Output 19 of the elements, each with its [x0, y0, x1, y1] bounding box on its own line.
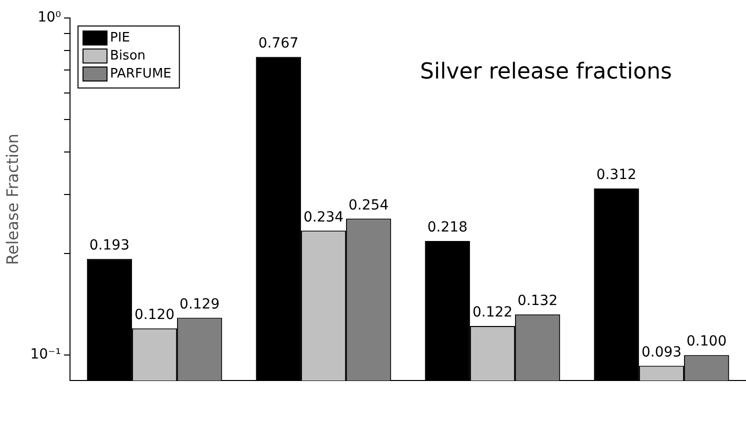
y-tick-label: 10⁰ [38, 10, 62, 26]
y-tick-label: 10⁻¹ [30, 346, 62, 363]
data-label: 0.767 [258, 35, 298, 52]
data-label: 0.312 [596, 167, 636, 184]
legend-label: Bison [110, 48, 146, 64]
legend-label: PIE [110, 30, 130, 46]
data-label: 0.100 [686, 334, 727, 350]
data-label: 0.129 [180, 296, 220, 312]
y-axis-title: Release Fraction [2, 134, 22, 266]
data-label: 0.132 [518, 293, 558, 310]
data-label: 0.093 [641, 344, 682, 360]
data-label: 0.193 [89, 237, 130, 254]
text: Silver release fractions [420, 60, 672, 85]
data-label: 0.120 [134, 307, 175, 324]
data-label: 0.254 [348, 197, 389, 214]
legend-label: PARFUME [110, 66, 172, 82]
data-label: 0.122 [472, 304, 513, 321]
data-label: 0.218 [427, 220, 468, 236]
data-label: 0.234 [303, 209, 344, 226]
